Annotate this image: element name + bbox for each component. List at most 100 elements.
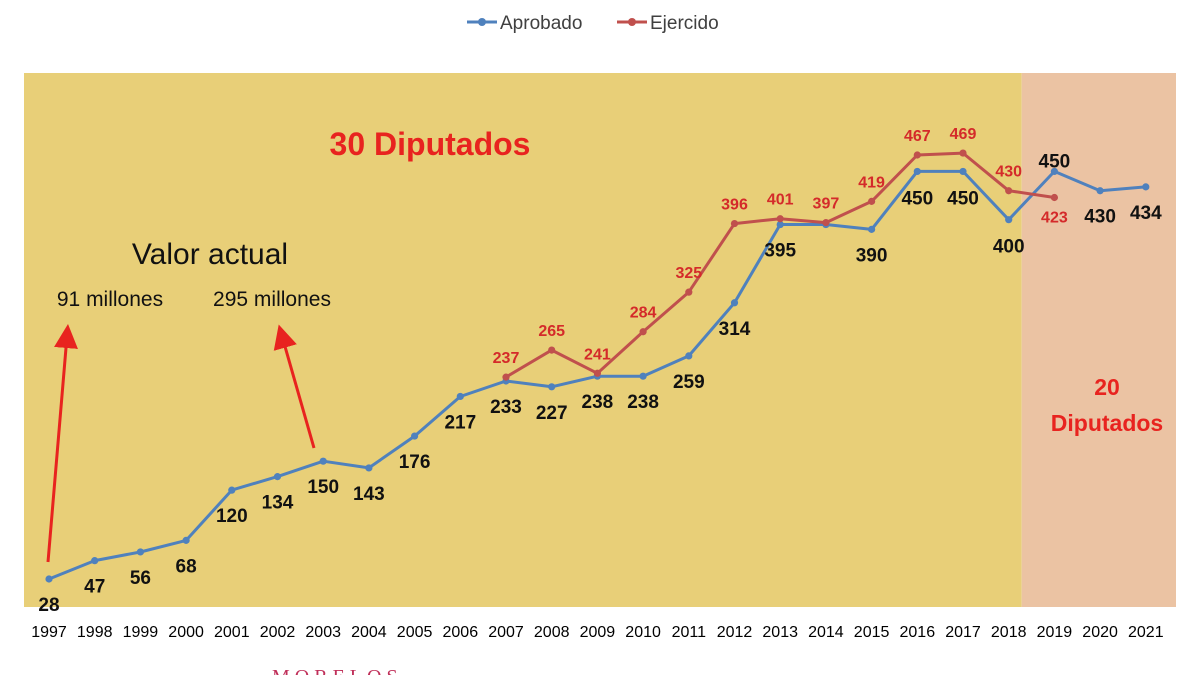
footer-morelos: MORELOS [272, 666, 403, 675]
label-aprobado-1999: 56 [130, 568, 151, 589]
point-aprobado-1999 [136, 548, 144, 556]
point-aprobado-2016 [913, 167, 921, 176]
point-ejercido-2010 [639, 328, 647, 336]
chart-regions: 30 Diputados 20 Diputados [24, 73, 1176, 607]
annotation-2003: 295 millones [213, 288, 331, 311]
chart-series [45, 149, 1150, 583]
arrow-2003 [273, 324, 316, 449]
point-ejercido-2012 [730, 219, 739, 228]
x-tick-2018: 2018 [991, 624, 1027, 641]
legend-marker-aprobado [478, 18, 486, 26]
x-tick-2006: 2006 [443, 624, 479, 641]
point-ejercido-2018 [1005, 187, 1013, 195]
x-tick-1998: 1998 [77, 624, 113, 641]
point-aprobado-2020 [1096, 187, 1104, 195]
chart-annotations: Valor actual 91 millones 295 millones [46, 238, 331, 563]
label-ejercido-2011: 325 [675, 265, 702, 282]
label-aprobado-2016: 450 [901, 188, 933, 209]
x-tick-1999: 1999 [123, 624, 159, 641]
label-aprobado-2021: 434 [1130, 203, 1162, 224]
x-tick-2015: 2015 [854, 624, 890, 641]
x-tick-2000: 2000 [168, 624, 204, 641]
point-aprobado-2002 [273, 473, 282, 481]
legend-marker-ejercido [628, 18, 636, 26]
point-ejercido-2017 [959, 149, 967, 157]
legend-label-ejercido: Ejercido [650, 13, 719, 34]
label-ejercido-2010: 284 [630, 305, 657, 322]
annotation-1997: 91 millones [57, 288, 163, 311]
label-aprobado-2018: 400 [993, 237, 1025, 258]
chart-legend: Aprobado Ejercido [467, 13, 719, 34]
label-aprobado-2004: 143 [353, 484, 385, 505]
point-ejercido-2016 [913, 151, 921, 159]
x-tick-2013: 2013 [762, 624, 798, 641]
point-aprobado-2006 [456, 392, 464, 401]
label-ejercido-2018: 430 [995, 164, 1022, 181]
point-aprobado-1998 [91, 557, 99, 565]
point-aprobado-2004 [365, 464, 373, 472]
x-tick-2004: 2004 [351, 624, 387, 641]
point-ejercido-2008 [548, 346, 556, 354]
label-aprobado-2003: 150 [307, 477, 339, 498]
point-aprobado-1997 [45, 575, 53, 583]
point-ejercido-2011 [685, 288, 693, 296]
point-aprobado-2001 [228, 486, 236, 494]
label-ejercido-2012: 396 [721, 197, 748, 214]
point-aprobado-2005 [411, 432, 419, 440]
x-tick-2007: 2007 [488, 624, 524, 641]
label-ejercido-2014: 397 [813, 196, 840, 213]
region-label-20-number: 20 [1094, 374, 1120, 400]
label-ejercido-2017: 469 [950, 126, 977, 143]
point-aprobado-2019 [1050, 167, 1058, 176]
point-aprobado-2010 [639, 372, 647, 380]
region-label-20-word: Diputados [1051, 410, 1163, 436]
point-ejercido-2009 [593, 369, 602, 377]
x-tick-2003: 2003 [305, 624, 341, 641]
x-tick-2021: 2021 [1128, 624, 1164, 641]
x-tick-2016: 2016 [900, 624, 936, 641]
point-ejercido-2019 [1050, 193, 1058, 202]
label-ejercido-2019: 423 [1041, 209, 1068, 226]
point-ejercido-2014 [822, 219, 830, 227]
point-aprobado-2012 [730, 299, 739, 307]
x-tick-2014: 2014 [808, 624, 844, 641]
x-tick-1997: 1997 [31, 624, 67, 641]
arrow-1997 [46, 324, 78, 563]
label-aprobado-2001: 120 [216, 506, 248, 527]
label-ejercido-2016: 467 [904, 128, 931, 145]
point-aprobado-2008 [548, 383, 556, 391]
label-aprobado-2006: 217 [444, 412, 476, 433]
x-tick-2009: 2009 [580, 624, 616, 641]
point-aprobado-2011 [685, 352, 693, 360]
x-tick-2017: 2017 [945, 624, 981, 641]
label-aprobado-2005: 176 [399, 452, 431, 473]
legend-label-aprobado: Aprobado [500, 13, 582, 34]
label-ejercido-2008: 265 [538, 323, 565, 340]
point-aprobado-2021 [1142, 183, 1150, 191]
chart-footer: MORELOS [272, 666, 403, 675]
label-aprobado-2009: 238 [582, 392, 614, 413]
point-aprobado-2003 [319, 457, 327, 465]
region-20-diputados [1021, 73, 1176, 607]
x-tick-2005: 2005 [397, 624, 433, 641]
label-aprobado-2020: 430 [1084, 207, 1116, 228]
x-axis: 1997 1998 1999 2000 2001 2002 2003 2004 2005 2006… [31, 624, 1163, 641]
label-aprobado-2010: 238 [627, 392, 659, 413]
point-ejercido-2013 [776, 215, 784, 223]
point-aprobado-2015 [868, 225, 876, 233]
label-aprobado-2002: 134 [262, 493, 294, 514]
chart-point-labels: 28 47 56 68 120 134 150 143 176 217 233 227 238 238 25… [38, 126, 1162, 616]
label-ejercido-2007: 237 [493, 350, 520, 367]
label-aprobado-2000: 68 [176, 556, 197, 577]
x-tick-2012: 2012 [717, 624, 753, 641]
point-aprobado-2017 [959, 167, 967, 176]
label-aprobado-2017: 450 [947, 188, 979, 209]
x-tick-2010: 2010 [625, 624, 661, 641]
x-tick-2020: 2020 [1082, 624, 1118, 641]
point-ejercido-2007 [502, 373, 510, 381]
label-aprobado-2007: 233 [490, 397, 522, 418]
label-aprobado-2019: 450 [1039, 151, 1071, 172]
label-aprobado-2013: 395 [764, 241, 796, 262]
x-tick-2008: 2008 [534, 624, 570, 641]
